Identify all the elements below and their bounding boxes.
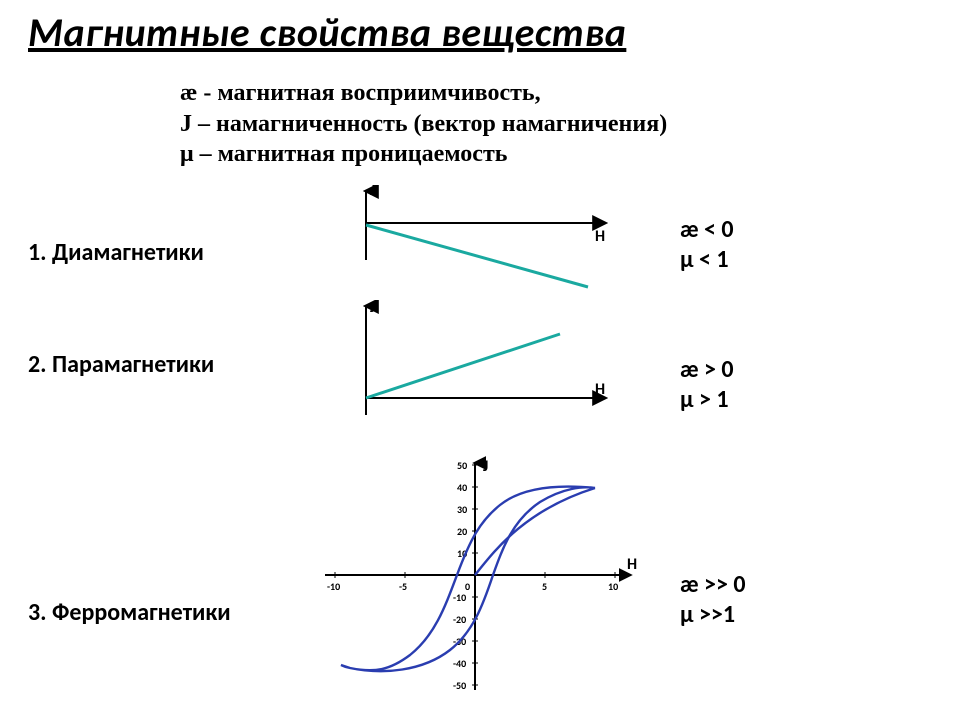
ferromag-ylabel: J bbox=[483, 457, 488, 476]
diamag-xlabel: H bbox=[595, 227, 605, 246]
svg-text:-5: -5 bbox=[399, 580, 407, 593]
svg-text:-20: -20 bbox=[453, 613, 466, 626]
svg-text:-10: -10 bbox=[327, 580, 340, 593]
ferromag-mu: μ >>1 bbox=[680, 600, 746, 630]
paramag-chart: J H bbox=[340, 300, 620, 420]
diamag-conditions: æ < 0 μ < 1 bbox=[680, 215, 734, 275]
svg-text:-50: -50 bbox=[453, 679, 466, 692]
ferromag-label: 3. Ферромагнетики bbox=[28, 598, 231, 627]
def-j: J – намагниченность (вектор намагничения… bbox=[180, 109, 667, 140]
initial-curve bbox=[475, 488, 595, 575]
def-mu: μ – магнитная проницаемость bbox=[180, 139, 667, 170]
definitions-block: æ - магнитная восприимчивость, J – намаг… bbox=[180, 78, 667, 170]
diamag-ylabel: J bbox=[370, 185, 375, 200]
ferromag-chart: J H -10 -5 5 10 0 50 40 3 bbox=[295, 455, 655, 705]
paramag-chi: æ > 0 bbox=[680, 355, 734, 385]
svg-text:40: 40 bbox=[457, 481, 467, 494]
paramag-ylabel: J bbox=[370, 300, 375, 317]
svg-text:20: 20 bbox=[457, 525, 467, 538]
svg-text:-40: -40 bbox=[453, 657, 466, 670]
svg-text:10: 10 bbox=[608, 580, 618, 593]
diamag-chi: æ < 0 bbox=[680, 215, 734, 245]
paramag-xlabel: H bbox=[595, 380, 605, 399]
svg-text:5: 5 bbox=[542, 580, 547, 593]
ferromag-chi: æ >> 0 bbox=[680, 570, 746, 600]
diamag-chart: J H bbox=[340, 185, 620, 305]
hysteresis-loop bbox=[341, 487, 595, 672]
svg-text:30: 30 bbox=[457, 503, 467, 516]
diamag-mu: μ < 1 bbox=[680, 245, 734, 275]
paramag-mu: μ > 1 bbox=[680, 385, 734, 415]
svg-text:-10: -10 bbox=[453, 591, 466, 604]
paramag-conditions: æ > 0 μ > 1 bbox=[680, 355, 734, 415]
def-chi: æ - магнитная восприимчивость, bbox=[180, 78, 667, 109]
page-title: Магнитные свойства вещества bbox=[28, 8, 626, 57]
ferromag-xlabel: H bbox=[627, 555, 637, 574]
svg-text:50: 50 bbox=[457, 459, 467, 472]
paramag-label: 2. Парамагнетики bbox=[28, 350, 214, 379]
ferromag-conditions: æ >> 0 μ >>1 bbox=[680, 570, 746, 630]
diamag-label: 1. Диамагнетики bbox=[28, 238, 204, 267]
